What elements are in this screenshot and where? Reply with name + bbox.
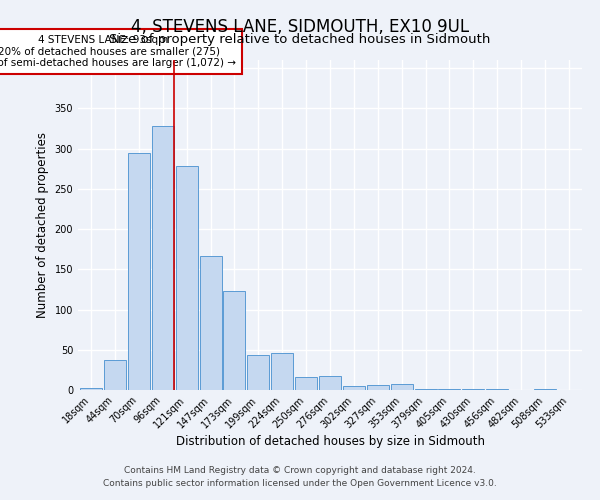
Bar (200, 256, 221, 390)
Bar (415, 389, 437, 390)
X-axis label: Distribution of detached houses by size in Sidmouth: Distribution of detached houses by size … (176, 436, 485, 448)
Text: Size of property relative to detached houses in Sidmouth: Size of property relative to detached ho… (109, 32, 491, 46)
Bar (223, 291, 245, 390)
Bar (319, 376, 341, 390)
Bar (247, 356, 269, 390)
Bar (152, 126, 174, 390)
Y-axis label: Number of detached properties: Number of detached properties (36, 132, 49, 318)
Bar (295, 377, 317, 390)
Text: 4, STEVENS LANE, SIDMOUTH, EX10 9UL: 4, STEVENS LANE, SIDMOUTH, EX10 9UL (131, 18, 469, 36)
Bar (104, 360, 126, 390)
Text: Contains HM Land Registry data © Crown copyright and database right 2024.
Contai: Contains HM Land Registry data © Crown c… (103, 466, 497, 487)
Bar (367, 385, 389, 390)
Bar (391, 384, 413, 390)
Text: 4 STEVENS LANE: 93sqm
← 20% of detached houses are smaller (275)
79% of semi-det: 4 STEVENS LANE: 93sqm ← 20% of detached … (0, 35, 236, 68)
Bar (486, 389, 508, 390)
Bar (128, 152, 150, 390)
Bar (176, 166, 197, 390)
Bar (343, 386, 365, 390)
Bar (271, 353, 293, 390)
Bar (80, 388, 102, 390)
Bar (463, 389, 484, 390)
Bar (534, 389, 556, 390)
Bar (439, 389, 460, 390)
